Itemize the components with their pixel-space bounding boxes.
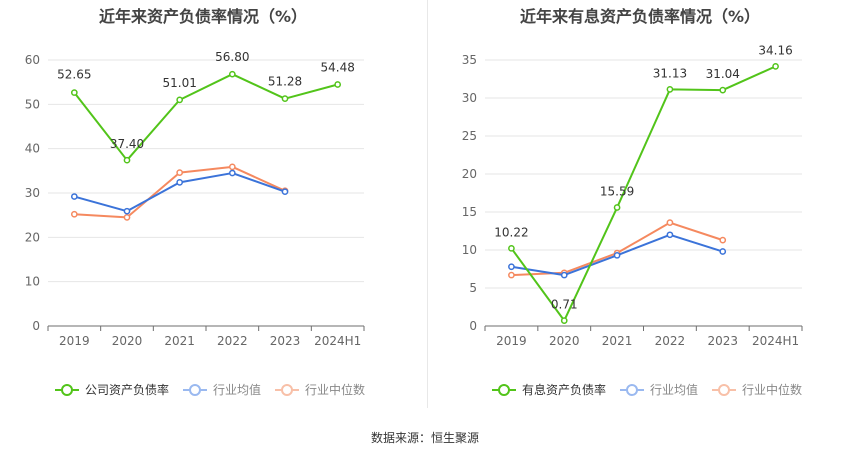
chart1-x-tick-label: 2022	[217, 334, 248, 348]
chart2-series-1-point	[719, 86, 727, 94]
chart2-legend-marker-3	[718, 384, 730, 396]
chart1-y-tick-label: 40	[25, 142, 40, 156]
chart1-title: 近年来资产负债率情况（%）	[99, 7, 307, 26]
chart2-legend-label-1: 有息资产负债率	[522, 382, 606, 397]
chart2-y-tick-label: 10	[462, 243, 477, 257]
chart2-series-2-point	[560, 271, 568, 279]
chart2-series-1-point	[772, 63, 779, 70]
chart2-x-tick-label: 2021	[602, 334, 633, 348]
chart2-series-3-line	[511, 221, 724, 277]
chart2-series-2-point	[613, 251, 621, 259]
chart1-series-3-point	[228, 163, 236, 171]
chart1-data-label: 56.80	[215, 50, 249, 64]
chart1-legend-label-2: 行业均值	[213, 382, 261, 397]
chart2-legend-marker-1	[498, 384, 510, 396]
chart1-data-label: 51.28	[268, 75, 302, 89]
chart1-series-1-point	[334, 81, 342, 88]
chart1-legend-marker-2	[189, 384, 201, 396]
chart1-legend-label-1: 公司资产负债率	[85, 382, 169, 397]
chart2-y-tick-label: 20	[462, 167, 477, 181]
chart1-series-1-line	[73, 73, 338, 162]
chart1-legend-marker-1	[61, 384, 73, 396]
chart2-x-tick-label: 2019	[496, 334, 527, 348]
chart1-x-tick-label: 2020	[112, 334, 143, 348]
chart1-series-3-point	[123, 214, 131, 221]
chart1-series-2-point	[228, 169, 236, 177]
chart2-legend-label-2: 行业均值	[650, 382, 698, 397]
chart2-series-2-point	[719, 248, 727, 255]
chart2-series-1-line	[510, 65, 776, 322]
chart2-legend-marker-2	[626, 384, 638, 396]
chart2-data-label: 0.71	[551, 298, 578, 312]
chart2-y-tick-label: 5	[469, 281, 477, 295]
data-source-label: 数据来源：恒生聚源	[370, 431, 479, 445]
chart2-data-label: 34.16	[758, 43, 792, 57]
chart2-data-label: 10.22	[494, 225, 528, 239]
chart1-x-tick-label: 2021	[164, 334, 195, 348]
chart1-x-tick-label: 2019	[59, 334, 90, 348]
chart1-series-1-point	[176, 96, 184, 104]
chart2-y-tick-label: 25	[462, 129, 477, 143]
chart1-series-1-point	[281, 95, 289, 103]
chart-divider	[427, 0, 428, 408]
chart1-series-2-point	[281, 188, 289, 196]
chart2-data-label: 31.13	[653, 66, 687, 80]
chart1-x-tick-label: 2024H1	[314, 334, 361, 348]
chart2-series-1-point	[560, 317, 568, 324]
chart1-series-2-line	[74, 172, 286, 213]
chart2-series-3-point	[666, 219, 674, 226]
chart2-x-tick-label: 2022	[655, 334, 686, 348]
chart1-legend-marker-3	[281, 384, 293, 396]
chart1-data-label: 54.48	[320, 60, 354, 74]
chart1-series-2-point	[176, 179, 184, 186]
chart1-series-1-point	[228, 70, 236, 78]
chart2-series-3-point	[719, 236, 727, 244]
chart1-series-3-point	[176, 169, 184, 176]
chart2-series-1-point	[666, 86, 674, 93]
chart1-series-3-point	[70, 210, 78, 218]
chart2-legend-label-3: 行业中位数	[742, 382, 802, 397]
chart2-y-tick-label: 30	[462, 91, 477, 105]
chart2-y-tick-label: 35	[462, 53, 477, 67]
chart2-y-tick-label: 15	[462, 205, 477, 219]
chart1-y-tick-label: 30	[25, 186, 40, 200]
chart2-data-label: 31.04	[706, 67, 740, 81]
chart1-y-tick-label: 10	[25, 275, 40, 289]
chart1-legend-label-3: 行业中位数	[305, 382, 365, 397]
chart2-x-tick-label: 2020	[549, 334, 580, 348]
chart2-series-1-point	[613, 204, 621, 211]
chart1-series-2-point	[70, 193, 78, 200]
chart1-data-label: 37.40	[110, 137, 144, 151]
chart1-data-label: 51.01	[162, 76, 196, 90]
chart1-series-1-point	[70, 89, 78, 96]
chart2-x-tick-label: 2024H1	[752, 334, 799, 348]
chart2-series-2-point	[666, 231, 674, 239]
chart2-series-1-point	[508, 244, 515, 252]
chart1-y-tick-label: 50	[25, 97, 40, 111]
chart1-y-tick-label: 20	[25, 230, 40, 244]
chart2-series-2-point	[508, 263, 515, 271]
chart1-y-tick-label: 60	[25, 53, 40, 67]
chart2-data-label: 15.59	[600, 185, 634, 199]
chart2-series-3-point	[508, 271, 515, 279]
chart1-x-tick-label: 2023	[270, 334, 301, 348]
chart2-y-tick-label: 0	[469, 319, 477, 333]
chart1-y-tick-label: 0	[32, 319, 40, 333]
chart2-title: 近年来有息资产负债率情况（%）	[520, 7, 760, 26]
chart2-x-tick-label: 2023	[707, 334, 738, 348]
chart1-series-1-point	[123, 156, 131, 164]
chart1-data-label: 52.65	[57, 68, 91, 82]
chart1-series-2-point	[123, 207, 131, 215]
